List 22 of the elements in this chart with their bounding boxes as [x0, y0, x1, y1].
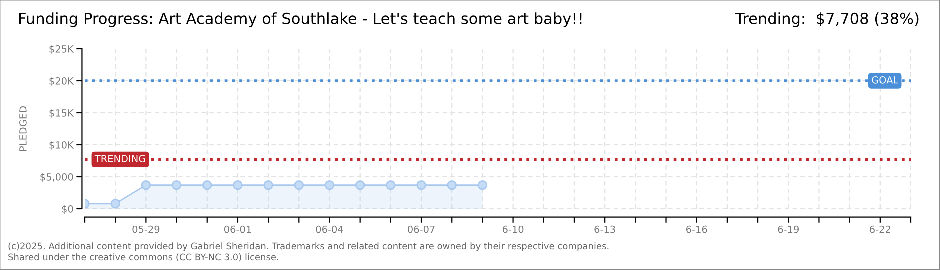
x-tick-label: 6-16	[686, 226, 708, 234]
text: (c)2025. Additional content provided by Gabriel Sheridan. Trademarks and related content are owned by their respective companies.	[8, 242, 609, 252]
x-tick-label: 06-04	[316, 226, 344, 234]
x-tick-label: 05-29	[132, 226, 160, 234]
y-tick-label: $25K	[50, 45, 74, 54]
y-tick-label: $5,000	[40, 173, 74, 182]
ref-line-label: GOAL	[872, 76, 899, 84]
y-tick-label: $10K	[50, 141, 74, 150]
x-tick-label: 06-01	[224, 226, 252, 234]
x-tick-label: 6-19	[778, 226, 799, 234]
x-tick-label: 6-22	[870, 226, 890, 234]
x-tick-label: 6-10	[502, 226, 524, 234]
y-tick-label: $15K	[50, 109, 74, 118]
x-tick-label: 06-07	[408, 226, 435, 234]
chart-subtitle: Trending: $7,708 (38%)	[735, 12, 919, 28]
text: Shared under the creative commons (CC BY-NC 3.0) license.	[8, 254, 278, 262]
y-tick-label: $20K	[50, 77, 74, 86]
x-tick-label: 6-13	[594, 226, 616, 234]
y-tick-label: $0	[62, 205, 74, 214]
ref-line-label: TRENDING	[94, 155, 146, 162]
chart-title: Funding Progress: Art Academy of Southlake - Let's teach some art baby!!	[20, 12, 582, 28]
y-axis-title: PLEDGED	[20, 106, 27, 152]
